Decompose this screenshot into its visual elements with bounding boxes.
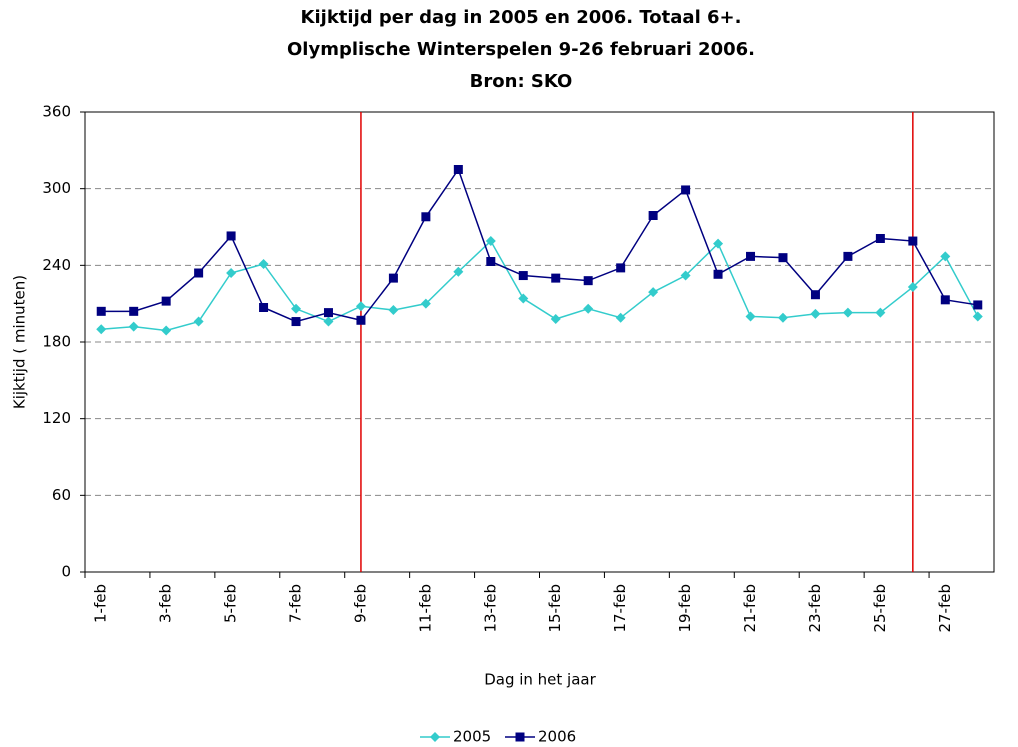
line — [101, 167, 978, 323]
point — [161, 296, 171, 306]
point — [907, 282, 918, 293]
series — [96, 236, 983, 336]
point — [713, 269, 723, 279]
point — [485, 236, 496, 247]
point — [810, 290, 820, 300]
point — [778, 253, 788, 263]
point — [745, 311, 756, 322]
y-tick-label: 120 — [42, 409, 71, 427]
point — [96, 306, 106, 316]
y-tick-label: 240 — [42, 256, 71, 274]
point — [129, 306, 139, 316]
point — [777, 312, 788, 323]
point — [843, 251, 853, 261]
point — [259, 303, 269, 312]
point — [940, 295, 950, 305]
point — [973, 300, 983, 310]
point — [420, 298, 431, 309]
x-tick-label: 23-feb — [806, 584, 824, 633]
point — [96, 324, 107, 335]
point — [648, 211, 658, 220]
point — [875, 307, 886, 318]
point — [161, 325, 172, 336]
point — [940, 251, 951, 262]
point — [615, 312, 626, 323]
y-tick-label: 360 — [42, 103, 71, 121]
x-tick-label: 7-feb — [287, 584, 305, 623]
point — [972, 311, 983, 322]
x-tick-label: 25-feb — [871, 584, 889, 633]
point — [518, 293, 529, 304]
point — [616, 263, 626, 273]
x-tick-label: 17-feb — [611, 584, 629, 633]
point — [323, 308, 333, 318]
point — [680, 270, 691, 281]
x-tick-label: 21-feb — [741, 584, 759, 633]
x-tick-label: 19-feb — [676, 584, 694, 633]
point — [681, 185, 691, 195]
point — [842, 307, 853, 318]
point — [355, 301, 366, 312]
point — [291, 317, 301, 327]
y-tick-label: 180 — [42, 333, 71, 351]
x-tick-label: 15-feb — [546, 584, 564, 633]
point — [713, 238, 724, 249]
y-axis-label: Kijktijd ( minuten) — [11, 275, 29, 409]
point — [550, 314, 561, 324]
legend-label: 2006 — [538, 728, 576, 746]
point — [583, 303, 594, 314]
point — [908, 236, 918, 246]
point — [648, 287, 659, 298]
chart-title: Kijktijd per dag in 2005 en 2006. Totaal… — [301, 7, 742, 28]
point — [810, 308, 821, 319]
point — [518, 271, 528, 281]
point — [388, 305, 399, 316]
x-tick-label: 11-feb — [416, 584, 434, 633]
x-tick-label: 3-feb — [157, 584, 175, 623]
line — [101, 239, 979, 332]
y-tick-label: 300 — [42, 179, 71, 197]
x-tick-label: 9-feb — [351, 584, 369, 623]
point — [453, 266, 464, 277]
point — [356, 315, 366, 325]
point — [323, 316, 334, 327]
point — [875, 234, 885, 243]
chart-title: Olymplische Winterspelen 9-26 februari 2… — [287, 39, 755, 60]
point — [486, 257, 496, 266]
legend-marker — [515, 732, 525, 742]
x-tick-label: 1-feb — [92, 584, 110, 623]
point — [583, 276, 593, 286]
legend-marker — [430, 732, 440, 742]
point — [226, 268, 237, 278]
x-tick-label: 13-feb — [481, 584, 499, 633]
point — [128, 321, 139, 332]
x-tick-label: 27-feb — [936, 584, 954, 633]
chart-title: Bron: SKO — [470, 71, 573, 92]
legend-label: 2005 — [453, 728, 491, 746]
series — [96, 165, 983, 327]
point — [453, 165, 463, 174]
point — [258, 259, 269, 270]
point — [194, 268, 204, 278]
point — [388, 273, 398, 283]
point — [226, 231, 236, 241]
x-tick-label: 5-feb — [222, 584, 240, 623]
point — [193, 316, 204, 327]
point — [551, 273, 561, 283]
y-tick-label: 60 — [52, 486, 71, 504]
point — [291, 303, 302, 314]
x-axis-label: Dag in het jaar — [484, 671, 596, 689]
point — [421, 212, 431, 222]
y-tick-label: 0 — [61, 563, 71, 581]
point — [746, 251, 756, 261]
